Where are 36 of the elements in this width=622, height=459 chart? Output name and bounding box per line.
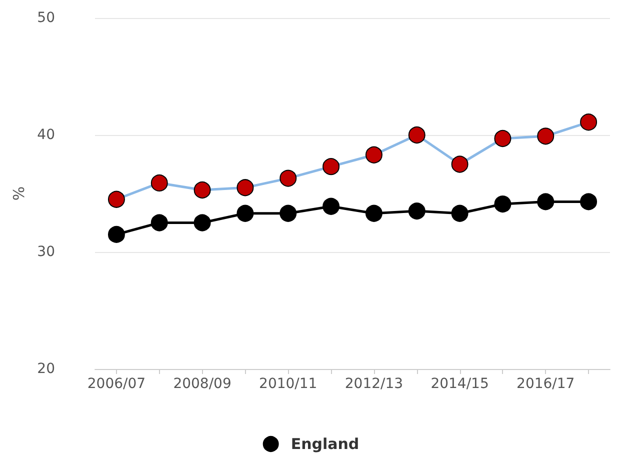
y-tick-label: 20 bbox=[37, 361, 55, 377]
point bbox=[150, 214, 168, 232]
y-tick-label: 50 bbox=[37, 10, 55, 26]
point bbox=[150, 174, 168, 192]
point bbox=[236, 179, 254, 196]
point bbox=[280, 170, 297, 187]
x-tick-label: 2012/13 bbox=[344, 376, 404, 392]
point bbox=[451, 156, 468, 173]
point bbox=[408, 202, 426, 220]
point bbox=[537, 128, 554, 145]
point bbox=[194, 181, 211, 198]
point bbox=[451, 204, 468, 222]
y-axis-title: % bbox=[10, 186, 28, 201]
point bbox=[365, 146, 382, 164]
point bbox=[494, 196, 512, 213]
x-tick-label: 2008/09 bbox=[173, 376, 232, 392]
x-tick-label: 2014/15 bbox=[430, 376, 489, 392]
legend-label: England bbox=[290, 435, 360, 453]
point bbox=[280, 204, 297, 222]
y-tick-label: 40 bbox=[37, 127, 55, 143]
point bbox=[322, 198, 340, 215]
point bbox=[580, 193, 598, 210]
point bbox=[322, 158, 340, 176]
x-tick-label: 2016/17 bbox=[516, 376, 575, 392]
point bbox=[108, 190, 125, 208]
point bbox=[365, 204, 382, 222]
point bbox=[108, 226, 125, 243]
point bbox=[236, 204, 254, 222]
x-tick-label: 2010/11 bbox=[259, 376, 318, 392]
point bbox=[580, 114, 598, 131]
x-tick-label: 2006/07 bbox=[87, 376, 146, 392]
point bbox=[537, 193, 554, 210]
y-tick-label: 30 bbox=[37, 244, 55, 260]
point bbox=[194, 214, 211, 232]
point bbox=[408, 126, 426, 144]
point bbox=[494, 130, 512, 148]
